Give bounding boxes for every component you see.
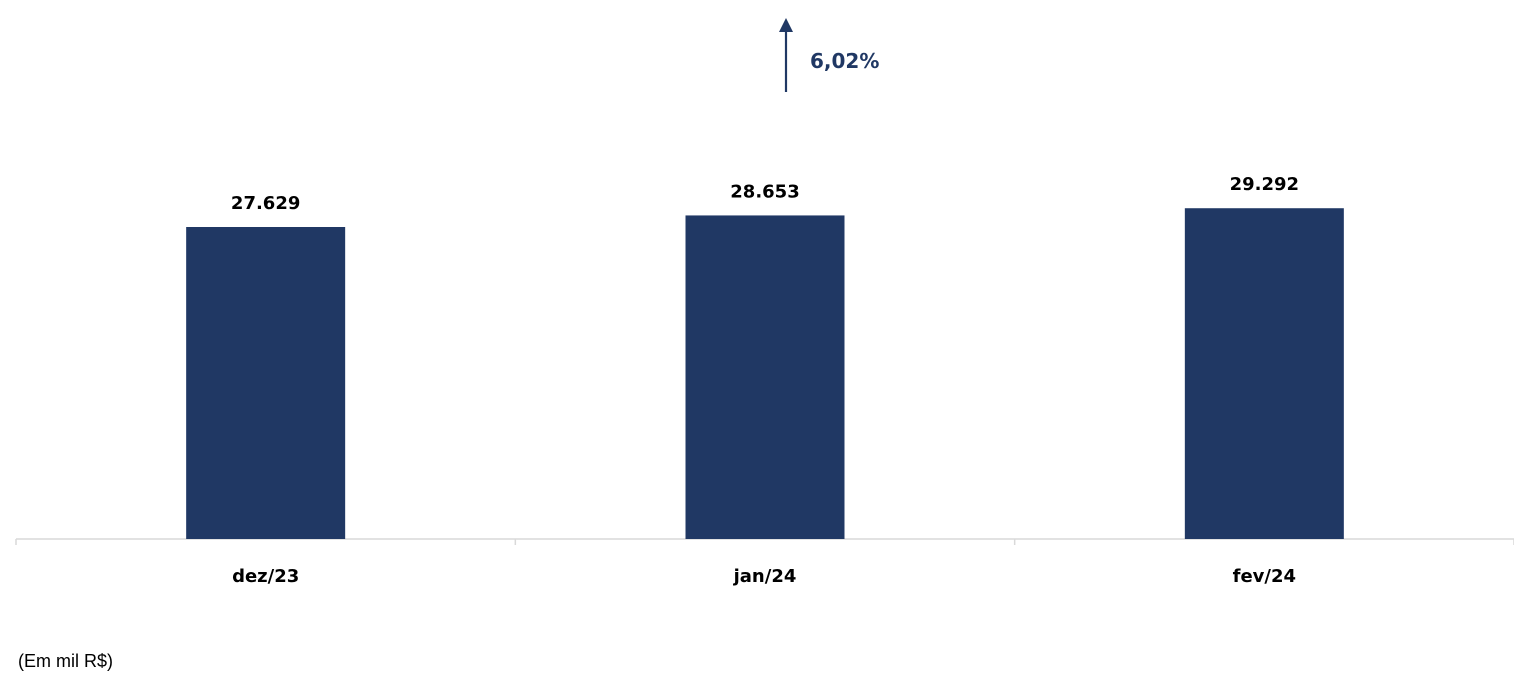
category-labels: dez/23 jan/24 fev/24 <box>232 566 1296 587</box>
up-arrow-icon <box>779 18 793 32</box>
x-axis <box>15 538 1514 545</box>
bar-value-label: 28.653 <box>730 181 799 202</box>
bar <box>1184 208 1344 540</box>
growth-indicator: 6,02% <box>779 18 879 92</box>
bar <box>186 227 346 539</box>
category-label: dez/23 <box>232 566 299 587</box>
bar-value-label: 29.292 <box>1230 174 1299 195</box>
bar <box>685 215 845 539</box>
growth-percentage: 6,02% <box>810 49 879 73</box>
category-label: fev/24 <box>1233 566 1296 587</box>
bars <box>186 208 1344 540</box>
category-label: jan/24 <box>733 566 797 587</box>
bar-value-label: 27.629 <box>231 193 300 214</box>
value-labels: 27.629 28.653 29.292 <box>231 174 1299 214</box>
unit-note: (Em mil R$) <box>18 651 113 671</box>
